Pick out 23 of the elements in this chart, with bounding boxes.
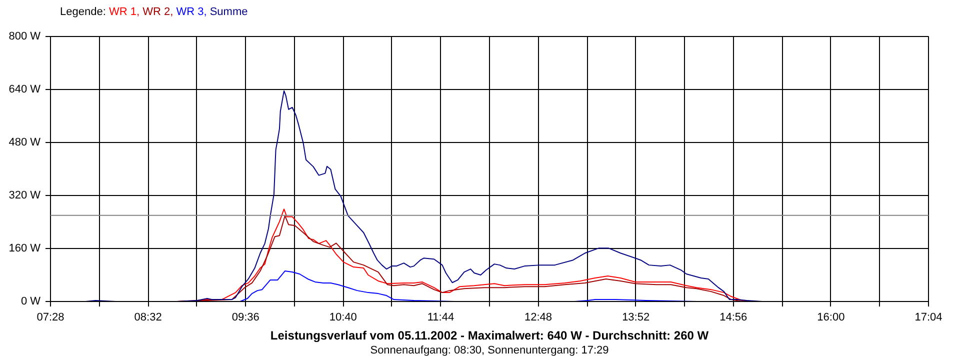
text: WR 2, bbox=[142, 6, 174, 18]
x-tick-label: 07:28 bbox=[36, 312, 64, 324]
y-tick-label: 480 W bbox=[8, 136, 42, 148]
y-tick-label: 160 W bbox=[8, 242, 42, 254]
x-tick-label: 17:04 bbox=[914, 312, 942, 324]
legend-title: Legende: bbox=[60, 6, 106, 18]
y-tick-label: 800 W bbox=[8, 30, 42, 42]
x-tick-label: 12:48 bbox=[524, 312, 552, 324]
y-tick-label: 640 W bbox=[8, 84, 42, 96]
text: Summe bbox=[210, 6, 248, 18]
y-tick-label: 320 W bbox=[8, 190, 42, 202]
x-tick-label: 09:36 bbox=[232, 312, 260, 324]
x-tick-label: 08:32 bbox=[134, 312, 162, 324]
text: WR 3, bbox=[176, 6, 208, 18]
x-tick-label: 11:44 bbox=[427, 312, 454, 324]
x-tick-label: 13:52 bbox=[622, 312, 650, 324]
y-tick-label: 0 W bbox=[20, 296, 42, 308]
x-tick-label: 14:56 bbox=[720, 312, 748, 324]
text: WR 1, bbox=[108, 6, 141, 18]
x-tick-label: 16:00 bbox=[817, 312, 845, 324]
text: Sonnenaufgang: 08:30, Sonnenuntergang: 17:29 bbox=[370, 344, 609, 356]
x-tick-label: 10:40 bbox=[329, 312, 357, 324]
text: Leistungsverlauf vom 05.11.2002 - Maximalwert: 640 W - Durchschnitt: 260 W bbox=[270, 328, 710, 342]
